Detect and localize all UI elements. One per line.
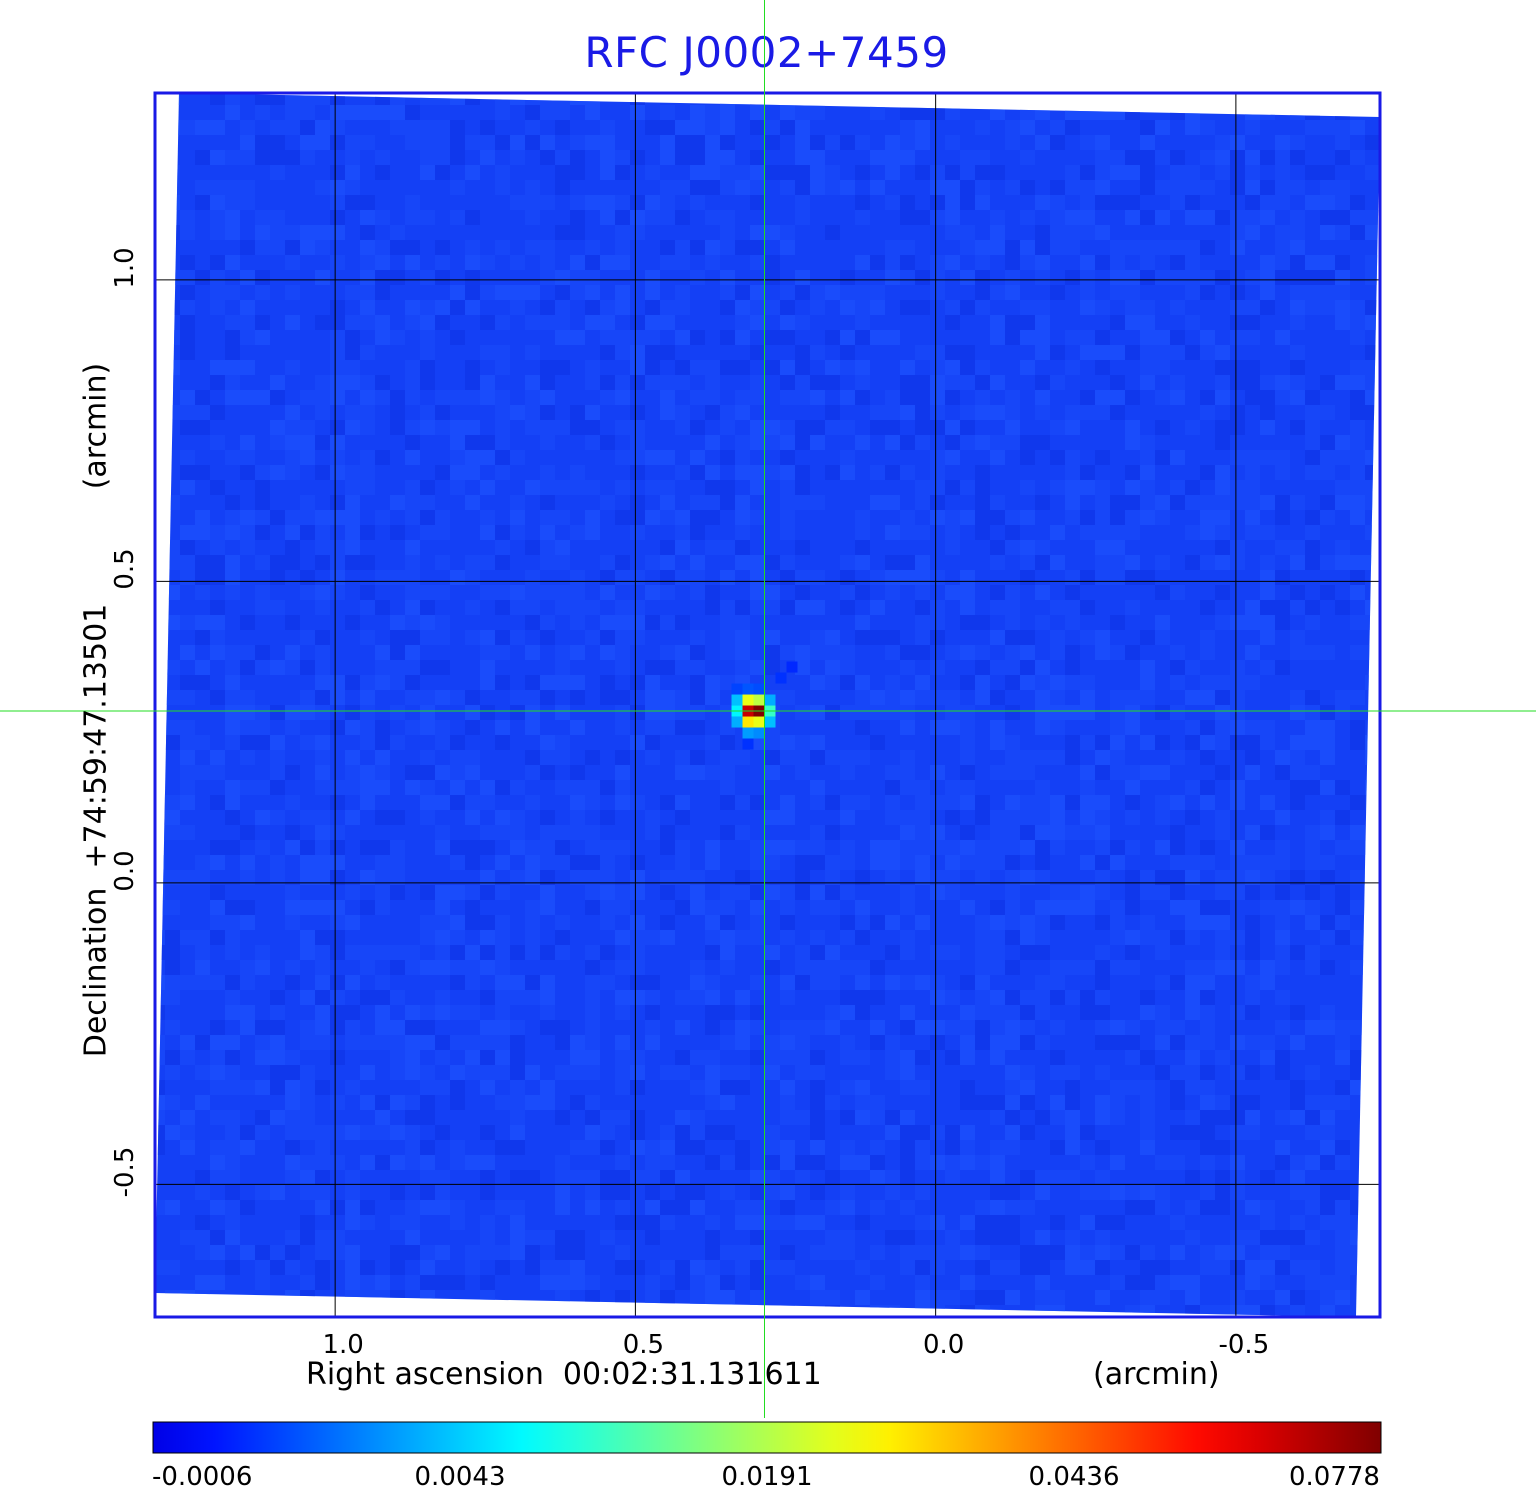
colorbar-tick-label: 0.0043	[414, 1462, 506, 1492]
y-tick-label: 0.0	[110, 850, 140, 892]
colorbar-tick-label: 0.0778	[1289, 1462, 1380, 1492]
source-pixel	[742, 738, 754, 750]
source-pixel	[764, 716, 776, 728]
source-pixel	[775, 672, 787, 684]
chart-title: RFC J0002+7459	[584, 28, 949, 77]
y-tick-label: 1.0	[110, 247, 140, 289]
x-tick-label: -0.5	[1218, 1330, 1270, 1360]
source-pixel	[731, 694, 743, 706]
source-pixel	[764, 694, 776, 706]
x-axis-title: Right ascension 00:02:31.131611	[306, 1357, 822, 1392]
source-pixel	[753, 694, 765, 706]
x-tick-label: 1.0	[322, 1330, 364, 1360]
colorbar-tick-label: 0.0436	[1028, 1462, 1120, 1492]
y-axis-title: Declination +74:59:47.13501	[78, 603, 114, 1058]
source-pixel	[742, 727, 754, 739]
y-axis-label: Declination +74:59:47.13501 (arcmin)	[79, 363, 114, 1058]
y-axis-unit: (arcmin)	[78, 362, 114, 490]
source-pixel	[786, 661, 798, 673]
y-tick-label: 0.5	[110, 548, 140, 591]
colorbar-tick-label: 0.0191	[721, 1462, 813, 1492]
source-pixel	[753, 683, 765, 695]
colorbar	[152, 1421, 1382, 1454]
x-axis-unit: (arcmin)	[1093, 1357, 1220, 1392]
source-pixel	[731, 683, 743, 695]
y-tick-label: -0.5	[110, 1146, 140, 1198]
x-tick-label: 0.0	[922, 1330, 965, 1360]
plot-frame	[153, 91, 1382, 1319]
source-pixel	[731, 716, 743, 728]
source-pixel	[742, 716, 754, 728]
x-tick-label: 0.5	[622, 1330, 665, 1360]
source-pixel	[742, 694, 754, 706]
colorbar-tick-label: -0.0006	[152, 1462, 253, 1492]
source-pixel	[753, 716, 765, 728]
source-pixel	[753, 727, 765, 739]
source-pixel	[742, 683, 754, 695]
